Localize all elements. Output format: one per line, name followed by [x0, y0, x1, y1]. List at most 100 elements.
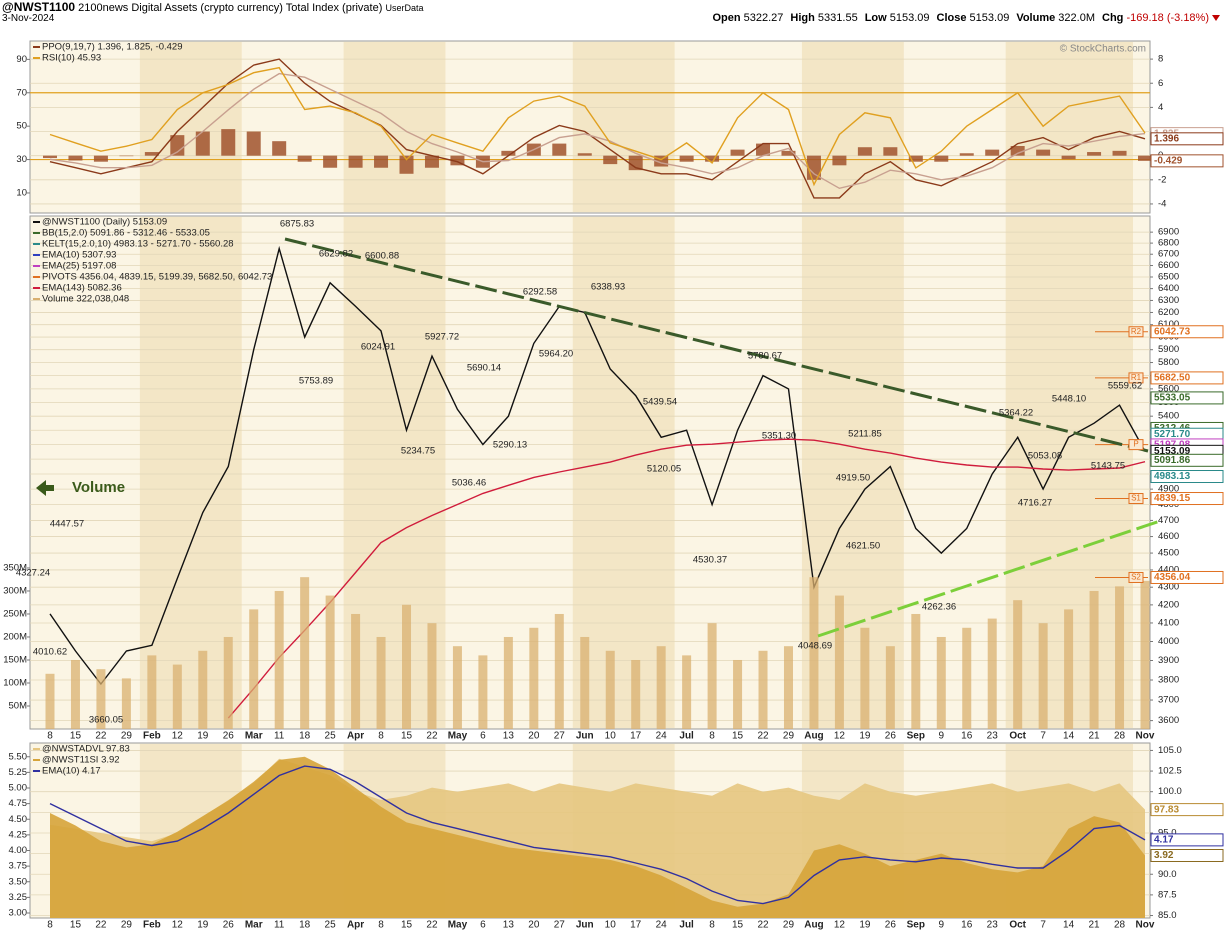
y2-tick-label: 4000	[1158, 636, 1179, 647]
y2-tick-label: 6500	[1158, 272, 1179, 283]
volume-bar	[1115, 586, 1125, 729]
pivot-box	[1128, 326, 1144, 338]
price-annotation: 4262.36	[922, 602, 956, 613]
x-tick-label: 12	[834, 731, 846, 742]
volume-bar	[1089, 590, 1099, 729]
y-tick-label: 50	[16, 121, 27, 132]
histogram-bar	[934, 155, 949, 162]
data-source: UserData	[385, 3, 424, 13]
y2-tick-label: 6100	[1158, 319, 1179, 330]
quote-value: 5331.55	[817, 12, 858, 24]
legend-entry: @NWST1100 (Daily) 5153.09	[42, 217, 167, 228]
x-tick-label: 6	[480, 920, 486, 931]
y2-tick-label: 4	[1158, 102, 1163, 113]
x-tick-label: 8	[709, 731, 715, 742]
value-box	[1150, 833, 1224, 847]
legend-entry: @NWSTADVL 97.83	[42, 744, 130, 755]
y2-tick-label: 6700	[1158, 249, 1179, 260]
pivot-label: R2	[1131, 327, 1142, 336]
price-annotation: 5364.22	[999, 408, 1033, 419]
line	[49, 72, 1146, 190]
volume-bar	[121, 678, 131, 729]
price-annotation: 5234.75	[401, 446, 435, 457]
x-tick-label: 22	[757, 920, 769, 931]
y2-tick-label: 5900	[1158, 344, 1179, 355]
value-box-label: 4356.04	[1154, 572, 1191, 583]
x-tick-label: 15	[401, 731, 413, 742]
x-tick-label: 14	[1063, 920, 1075, 931]
histogram-bar	[603, 155, 618, 165]
price-annotation: 4447.57	[50, 519, 84, 530]
pivot-label: R1	[1131, 373, 1142, 382]
x-tick-label: Jun	[576, 731, 594, 742]
legend-entry: EMA(10) 4.17	[42, 766, 101, 777]
x-tick-label: Apr	[347, 920, 364, 931]
pivot-label: P	[1133, 440, 1138, 449]
y-tick-label: 3.75	[9, 861, 28, 872]
trendline	[284, 237, 1149, 453]
y2-tick-label: 6600	[1158, 260, 1179, 271]
volume-bar	[834, 595, 844, 729]
histogram-bar	[628, 155, 643, 171]
histogram-bar	[221, 129, 236, 156]
x-tick-label: 15	[732, 920, 744, 931]
histogram-bar	[170, 135, 185, 156]
value-box	[1150, 371, 1224, 385]
value-box-label: 5271.70	[1154, 429, 1191, 440]
volume-bar	[911, 613, 921, 729]
volume-bar	[554, 613, 564, 729]
y-tick-label: 300M	[3, 585, 27, 596]
pivot-box	[1128, 571, 1144, 583]
x-tick-label: Apr	[347, 731, 364, 742]
legend-entry: RSI(10) 45.93	[42, 53, 101, 64]
y-tick-label: 4.00	[9, 845, 28, 856]
quote-value: 5322.27	[743, 12, 784, 24]
x-tick-label: 22	[95, 920, 107, 931]
histogram-bar	[1112, 150, 1127, 156]
y-tick-label: 4.75	[9, 798, 28, 809]
volume-bar	[962, 627, 972, 729]
x-tick-label: Sep	[907, 920, 925, 931]
x-tick-label: 13	[503, 920, 515, 931]
volume-bar	[172, 664, 182, 729]
y2-tick-label: 6800	[1158, 238, 1179, 249]
price-annotation: 5780.67	[748, 351, 782, 362]
x-tick-label: 28	[1114, 920, 1126, 931]
callout-arrow	[36, 480, 54, 496]
price-annotation: 6875.83	[280, 219, 314, 230]
histogram-bar	[985, 149, 1000, 156]
y-tick-label: 5.50	[9, 751, 28, 762]
quote-bar: Open 5322.27 High 5331.55 Low 5153.09 Close…	[705, 12, 1220, 24]
chart-date: 3-Nov-2024	[2, 13, 55, 24]
x-tick-label: 20	[528, 731, 540, 742]
histogram-bar	[654, 155, 669, 167]
symbol: @NWST1100	[2, 0, 76, 14]
x-tick-label: 22	[757, 731, 769, 742]
volume-bar	[936, 636, 946, 729]
legend-entry: PIVOTS 4356.04, 4839.15, 5199.39, 5682.5…	[42, 272, 272, 283]
month-band	[801, 42, 904, 212]
volume-bar	[147, 655, 157, 729]
y2-tick-label: 95.0	[1158, 827, 1177, 838]
y2-tick-label: -4	[1158, 198, 1166, 209]
pivot-box	[1128, 439, 1144, 451]
volume-bar	[631, 659, 641, 729]
histogram-bar	[1138, 155, 1152, 161]
pivot-box	[1128, 372, 1144, 384]
volume-bar	[1038, 623, 1048, 729]
histogram-bar	[781, 150, 796, 156]
x-tick-label: 9	[938, 920, 944, 931]
volume-bar	[733, 659, 743, 729]
y-tick-label: 70	[16, 87, 27, 98]
histogram-bar	[399, 155, 414, 174]
price-annotation: 5211.85	[848, 429, 882, 440]
x-tick-label: 10	[605, 731, 617, 742]
value-box-label: 5533.05	[1154, 393, 1191, 404]
x-tick-label: 24	[656, 920, 668, 931]
x-tick-label: Mar	[245, 920, 263, 931]
x-tick-label: 18	[299, 920, 311, 931]
label-layer: © StockCharts.com1030507090-4-202468PPO(…	[3, 42, 1224, 931]
price-annotation: 4010.62	[33, 647, 67, 658]
y-tick-label: 30	[16, 154, 27, 165]
